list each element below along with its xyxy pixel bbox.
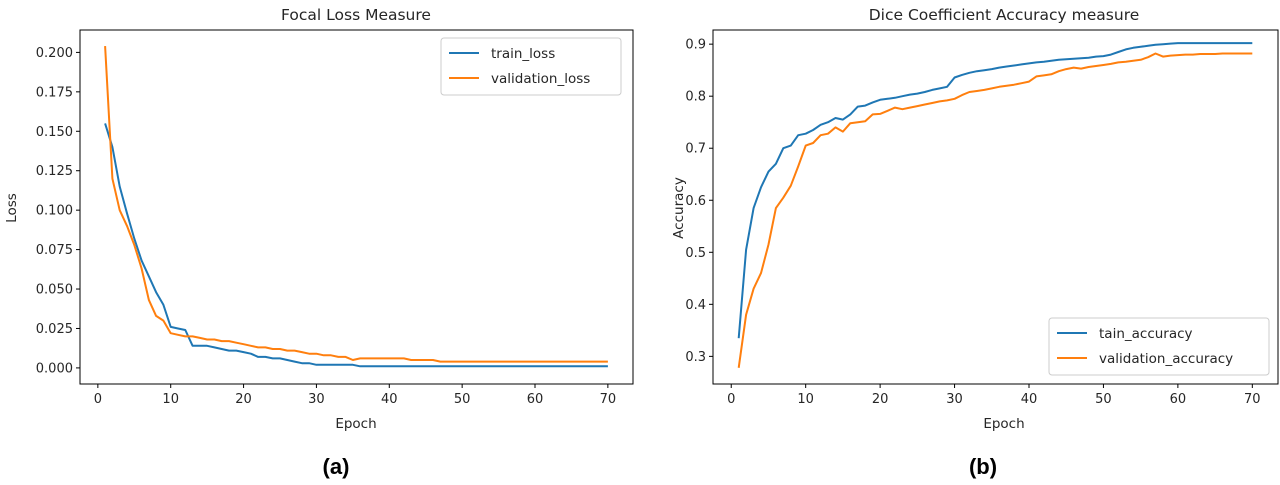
chart-title: Dice Coefficient Accuracy measure — [869, 6, 1140, 24]
legend-box — [1048, 317, 1270, 376]
x-tick-label: 40 — [381, 392, 398, 407]
legend-label: validation_loss — [491, 71, 590, 87]
y-tick-label: 0.150 — [36, 125, 73, 140]
x-tick-label: 20 — [872, 392, 889, 407]
plot-frame — [79, 29, 634, 385]
x-axis-label: Epoch — [335, 416, 376, 432]
x-tick-label: 0 — [94, 392, 102, 407]
loss-chart: Focal Loss Measure Epoch Loss (a) 0 10 20 3… — [4, 6, 634, 479]
plot-frame — [712, 29, 1279, 385]
series-line-tain_accuracy — [737, 42, 1253, 339]
y-tick-label: 0.025 — [36, 322, 73, 337]
series-lines — [737, 42, 1253, 368]
x-tick-label: 40 — [1021, 392, 1038, 407]
y-tick-label: 0.5 — [685, 246, 706, 261]
series-line-validation_loss — [104, 46, 608, 363]
chart-title: Focal Loss Measure — [281, 6, 431, 24]
y-tick-label: 0.100 — [36, 204, 73, 219]
y-tick-label: 0.200 — [36, 46, 73, 61]
x-tick-label: 10 — [162, 392, 179, 407]
axis-ticks: 0 10 20 30 40 50 60 70 0.000 0.025 0.050 0.075 0.100… — [36, 46, 616, 407]
x-tick-label: 60 — [1170, 392, 1187, 407]
accuracy-chart: Dice Coefficient Accuracy measure Epoch … — [671, 6, 1279, 479]
y-tick-label: 0.125 — [36, 164, 73, 179]
y-tick-label: 0.7 — [685, 142, 706, 157]
legend-label: tain_accuracy — [1099, 326, 1193, 342]
x-tick-label: 70 — [1244, 392, 1261, 407]
y-tick-label: 0.4 — [685, 298, 706, 313]
legend-label: train_loss — [491, 46, 555, 62]
y-axis-label: Loss — [4, 193, 20, 223]
legend: train_loss validation_loss — [440, 37, 622, 96]
x-tick-label: 50 — [454, 392, 471, 407]
axis-ticks: 0 10 20 30 40 50 60 70 0.3 0.4 0.5 0.6 0.7 0.8 0.9 — [685, 38, 1260, 407]
legend-label: validation_accuracy — [1099, 351, 1233, 367]
y-tick-label: 0.050 — [36, 283, 73, 298]
x-tick-label: 70 — [600, 392, 617, 407]
x-tick-label: 10 — [797, 392, 814, 407]
series-line-validation_accuracy — [737, 52, 1253, 368]
y-tick-label: 0.075 — [36, 243, 73, 258]
x-tick-label: 60 — [527, 392, 544, 407]
y-tick-label: 0.175 — [36, 85, 73, 100]
legend: tain_accuracy validation_accuracy — [1048, 317, 1270, 376]
series-line-train_loss — [104, 123, 608, 368]
x-tick-label: 30 — [308, 392, 325, 407]
y-tick-label: 0.9 — [685, 38, 706, 53]
legend-box — [440, 37, 622, 96]
x-tick-label: 30 — [946, 392, 963, 407]
y-tick-label: 0.3 — [685, 350, 706, 365]
y-axis-label: Accuracy — [671, 177, 687, 239]
y-tick-label: 0.6 — [685, 194, 706, 209]
x-tick-label: 0 — [727, 392, 735, 407]
y-tick-label: 0.8 — [685, 90, 706, 105]
panel-caption: (b) — [969, 454, 997, 479]
y-tick-label: 0.000 — [36, 361, 73, 376]
x-axis-label: Epoch — [983, 416, 1024, 432]
x-tick-label: 20 — [235, 392, 252, 407]
panel-caption: (a) — [323, 454, 350, 479]
x-tick-label: 50 — [1095, 392, 1112, 407]
series-lines — [104, 46, 608, 368]
